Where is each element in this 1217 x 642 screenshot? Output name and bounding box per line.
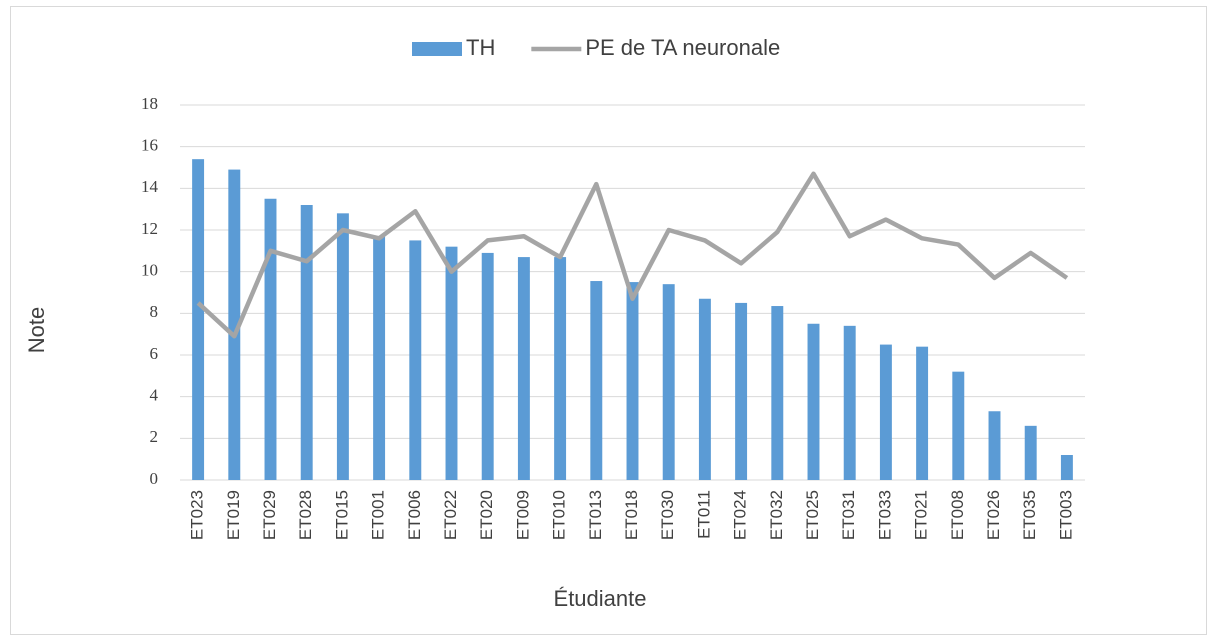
bar: [300, 205, 313, 480]
y-tick-label: 2: [150, 427, 159, 446]
y-tick-label: 6: [150, 344, 159, 363]
bar: [807, 323, 820, 480]
y-tick-label: 0: [150, 469, 159, 488]
bar: [336, 213, 349, 481]
y-tick-label: 8: [150, 302, 159, 321]
y-tick-label: 16: [141, 136, 158, 155]
bar: [1060, 455, 1073, 480]
bar: [735, 302, 748, 480]
x-tick-label: ET023: [188, 490, 207, 540]
x-tick-label: ET019: [224, 490, 243, 540]
bar: [879, 344, 892, 480]
x-tick-label: ET031: [839, 490, 858, 540]
x-tick-label: ET021: [912, 490, 931, 540]
bar: [1024, 425, 1037, 480]
y-tick-label: 14: [141, 177, 159, 196]
x-tick-label: ET022: [441, 490, 460, 540]
bar: [554, 257, 567, 480]
x-tick-label: ET026: [984, 490, 1003, 540]
y-tick-label: 12: [141, 219, 158, 238]
bar: [481, 252, 494, 480]
x-tick-label: ET032: [767, 490, 786, 540]
bar: [916, 346, 929, 480]
bar: [988, 411, 1001, 480]
y-tick-label: 18: [141, 94, 158, 113]
x-tick-label: ET018: [622, 490, 641, 540]
bar: [662, 284, 675, 480]
x-tick-label: ET011: [694, 490, 713, 539]
x-tick-label: ET015: [332, 490, 351, 540]
x-tick-label: ET028: [296, 490, 315, 540]
legend-label: TH: [466, 35, 495, 60]
line: [196, 171, 1069, 339]
bar: [445, 246, 458, 480]
bar: [409, 240, 422, 480]
bar: [192, 159, 205, 480]
bar: [952, 371, 965, 480]
chart-border: [10, 6, 1207, 635]
x-tick-label: ET006: [405, 490, 424, 540]
bar: [517, 257, 530, 480]
x-tick-label: ET001: [369, 490, 388, 540]
bar: [698, 298, 711, 480]
bar: [771, 306, 784, 480]
x-axis-label: Étudiante: [554, 586, 647, 611]
x-tick-label: ET025: [803, 490, 822, 540]
bar: [373, 236, 386, 480]
legend-label: PE de TA neuronale: [585, 35, 780, 60]
x-tick-label: ET020: [477, 490, 496, 540]
bar: [843, 325, 856, 480]
x-tick-label: ET008: [948, 490, 967, 540]
x-tick-label: ET009: [513, 490, 532, 540]
x-tick-label: ET029: [260, 490, 279, 540]
x-tick-label: ET033: [875, 490, 894, 540]
x-tick-label: ET010: [550, 490, 569, 540]
y-tick-label: 10: [141, 261, 158, 280]
legend-swatch: [412, 42, 462, 56]
x-tick-label: ET003: [1056, 490, 1075, 540]
bar: [626, 282, 639, 480]
x-tick-label: ET035: [1020, 490, 1039, 540]
x-tick-label: ET024: [731, 490, 750, 540]
bar: [264, 198, 277, 480]
x-tick-label: ET030: [658, 490, 677, 540]
x-tick-label: ET013: [586, 490, 605, 540]
y-tick-label: 4: [150, 386, 159, 405]
bar: [590, 281, 603, 480]
bar: [228, 169, 241, 481]
y-axis-label: Note: [24, 307, 49, 353]
